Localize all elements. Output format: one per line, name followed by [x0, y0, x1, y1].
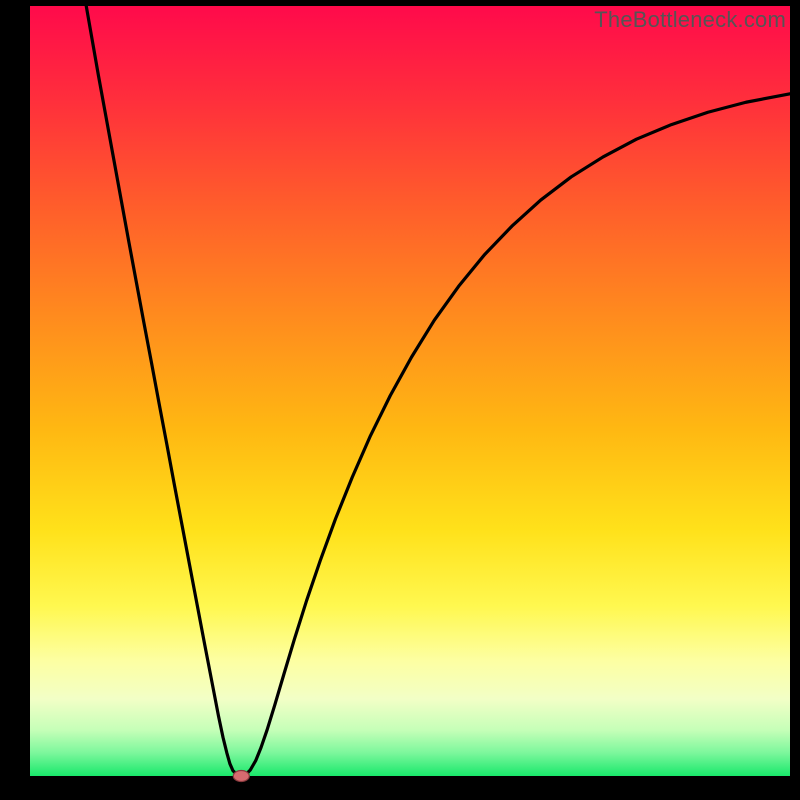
bottleneck-chart — [0, 0, 800, 800]
min-point-marker — [233, 771, 249, 782]
chart-container: TheBottleneck.com — [0, 0, 800, 800]
